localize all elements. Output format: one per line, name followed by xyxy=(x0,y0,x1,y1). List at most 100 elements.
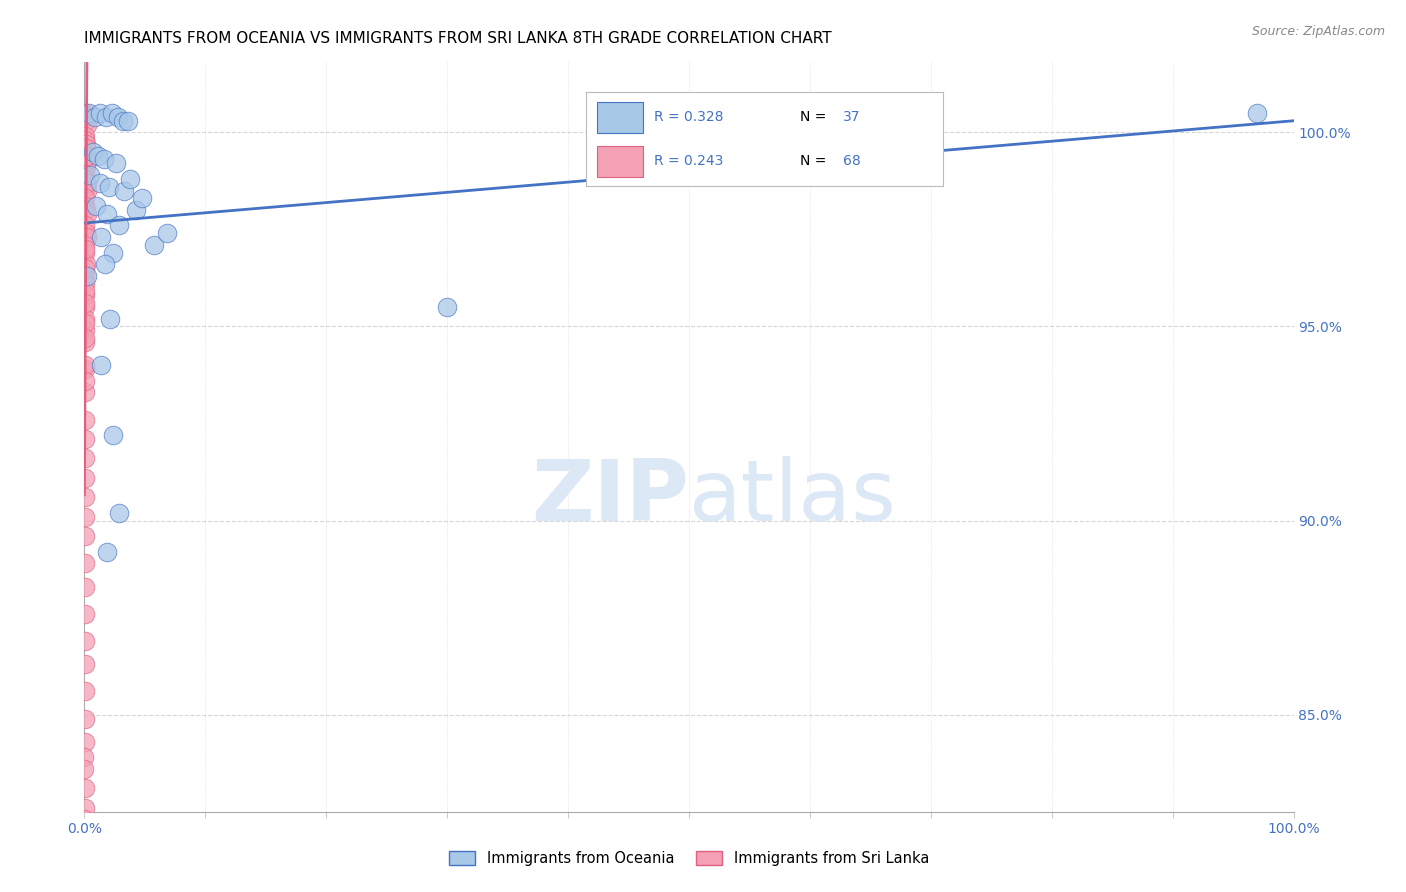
Point xyxy=(82,145,104,159)
Point xyxy=(75,136,97,151)
Point xyxy=(75,432,97,446)
Point xyxy=(103,245,125,260)
Point xyxy=(120,172,142,186)
Point xyxy=(73,580,96,594)
Point xyxy=(104,156,127,170)
Point xyxy=(75,261,97,276)
Point xyxy=(75,245,97,260)
Point xyxy=(117,113,139,128)
Point xyxy=(75,199,97,213)
Point xyxy=(75,202,97,217)
Point xyxy=(1246,106,1268,120)
Point xyxy=(73,607,96,621)
Point xyxy=(73,813,96,827)
Text: IMMIGRANTS FROM OCEANIA VS IMMIGRANTS FROM SRI LANKA 8TH GRADE CORRELATION CHART: IMMIGRANTS FROM OCEANIA VS IMMIGRANTS FR… xyxy=(84,31,832,46)
Point xyxy=(94,110,117,124)
Point xyxy=(93,153,115,167)
Point xyxy=(89,176,111,190)
Point xyxy=(112,113,135,128)
Point xyxy=(823,110,845,124)
Point xyxy=(112,184,135,198)
Point xyxy=(75,362,97,376)
Point xyxy=(73,657,96,672)
Point xyxy=(75,113,97,128)
Point xyxy=(76,207,98,221)
Point xyxy=(89,106,111,120)
Point xyxy=(73,509,96,524)
Point xyxy=(75,106,97,120)
Point xyxy=(107,110,129,124)
Point xyxy=(73,490,96,504)
Point xyxy=(101,106,124,120)
Point xyxy=(73,412,96,426)
Point xyxy=(73,129,96,144)
Point xyxy=(75,161,97,175)
Point xyxy=(75,110,97,124)
Point xyxy=(75,334,97,349)
Point xyxy=(73,300,96,314)
Point xyxy=(73,238,96,252)
Point xyxy=(77,106,100,120)
Point xyxy=(73,316,96,330)
Point xyxy=(73,148,96,162)
Point xyxy=(73,374,96,388)
Point xyxy=(75,156,97,170)
Point xyxy=(436,300,458,314)
Point xyxy=(73,735,96,749)
Point xyxy=(155,227,177,241)
Point xyxy=(73,277,96,291)
Text: ZIP: ZIP xyxy=(531,456,689,539)
Point xyxy=(75,153,97,167)
Point xyxy=(73,633,96,648)
Point xyxy=(125,202,148,217)
Point xyxy=(96,544,118,558)
Point xyxy=(76,148,98,162)
Point xyxy=(143,238,166,252)
Point xyxy=(84,110,107,124)
Point xyxy=(75,172,97,186)
Point xyxy=(76,184,98,198)
Point xyxy=(90,358,112,372)
Point xyxy=(73,106,96,120)
Point xyxy=(75,257,97,271)
Point xyxy=(73,750,96,764)
Point xyxy=(73,191,96,205)
Point xyxy=(75,331,97,345)
Point xyxy=(73,762,96,776)
Point xyxy=(73,781,96,796)
Point xyxy=(75,110,97,124)
Point xyxy=(73,471,96,485)
Point xyxy=(75,529,97,543)
Point xyxy=(79,168,101,182)
Point xyxy=(73,556,96,570)
Legend: Immigrants from Oceania, Immigrants from Sri Lanka: Immigrants from Oceania, Immigrants from… xyxy=(443,846,935,871)
Text: Source: ZipAtlas.com: Source: ZipAtlas.com xyxy=(1251,25,1385,38)
Point xyxy=(76,230,98,244)
Point xyxy=(73,358,96,372)
Point xyxy=(103,428,125,442)
Point xyxy=(97,179,120,194)
Point xyxy=(73,242,96,256)
Point xyxy=(75,133,97,147)
Point xyxy=(75,285,97,299)
Point xyxy=(94,257,117,271)
Point xyxy=(76,176,98,190)
Point xyxy=(108,219,131,233)
Point xyxy=(75,288,97,302)
Point xyxy=(76,118,98,132)
Point xyxy=(86,199,108,213)
Point xyxy=(73,296,96,310)
Text: atlas: atlas xyxy=(689,456,897,539)
Point xyxy=(73,268,96,283)
Point xyxy=(90,230,112,244)
Point xyxy=(131,191,153,205)
Point xyxy=(73,385,96,400)
Point xyxy=(98,311,121,326)
Point xyxy=(75,179,97,194)
Point xyxy=(73,684,96,698)
Point xyxy=(73,712,96,726)
Point xyxy=(73,168,96,182)
Point xyxy=(75,219,97,233)
Point xyxy=(86,148,108,162)
Point xyxy=(96,207,118,221)
